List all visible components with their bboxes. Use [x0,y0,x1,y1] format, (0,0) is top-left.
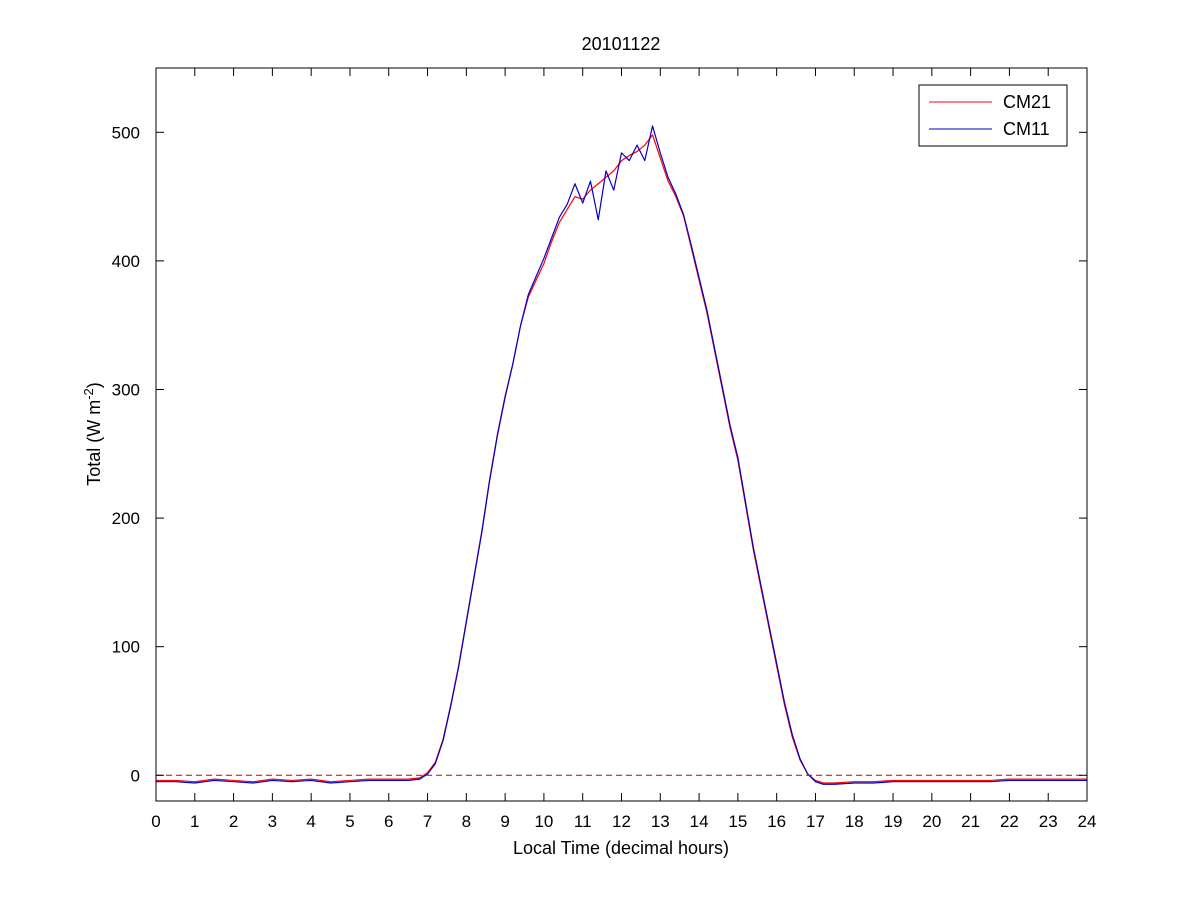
legend-box [918,84,1068,147]
x-tick-label: 18 [845,812,864,831]
x-tick-label: 1 [190,812,199,831]
x-tick-label: 3 [268,812,277,831]
y-tick-label: 200 [112,509,140,528]
x-tick-label: 22 [1000,812,1019,831]
x-tick-label: 17 [806,812,825,831]
x-tick-label: 10 [534,812,553,831]
y-tick-label: 400 [112,252,140,271]
x-tick-label: 9 [500,812,509,831]
y-tick-label: 0 [131,766,140,785]
chart-title: 20101122 [582,34,661,54]
x-tick-label: 2 [229,812,238,831]
series-line-cm11 [156,125,1087,785]
y-axis-title-close: ) [84,382,104,388]
x-tick-label: 4 [306,812,315,831]
y-axis-title-main: Total (W m [84,400,104,486]
x-tick-label: 24 [1078,812,1097,831]
plot-area [155,67,1088,802]
series-layer [156,125,1087,785]
y-axis: 0 100 200 300 400 500 [112,123,1087,785]
y-axis-title-superscript: -2 [81,388,96,400]
y-tick-label: 100 [112,638,140,657]
x-tick-label: 7 [423,812,432,831]
plot-background [156,68,1087,801]
x-tick-label: 19 [884,812,903,831]
x-axis: 0 1 2 3 4 5 6 7 8 9 10 11 12 13 14 15 16 17 18 19 20 21 22 23 24 [151,68,1096,831]
x-tick-label: 0 [151,812,160,831]
x-tick-label: 23 [1039,812,1058,831]
x-tick-label: 14 [690,812,709,831]
x-tick-label: 8 [462,812,471,831]
x-tick-label: 13 [651,812,670,831]
x-tick-label: 20 [922,812,941,831]
x-tick-label: 12 [612,812,631,831]
legend: CM21 CM11 [918,84,1068,147]
x-tick-label: 11 [574,812,592,831]
y-axis-title: Total (W m-2) [81,382,104,486]
x-tick-label: 5 [345,812,354,831]
y-tick-label: 500 [112,123,140,142]
x-tick-label: 15 [728,812,747,831]
x-tick-label: 21 [961,812,980,831]
x-tick-label: 6 [384,812,393,831]
legend-label-cm11: CM11 [1003,119,1050,139]
legend-label-cm21: CM21 [1003,92,1051,112]
x-tick-label: 16 [767,812,786,831]
y-tick-label: 300 [112,380,140,399]
series-line-cm21 [156,134,1087,784]
x-axis-title: Local Time (decimal hours) [513,838,729,858]
